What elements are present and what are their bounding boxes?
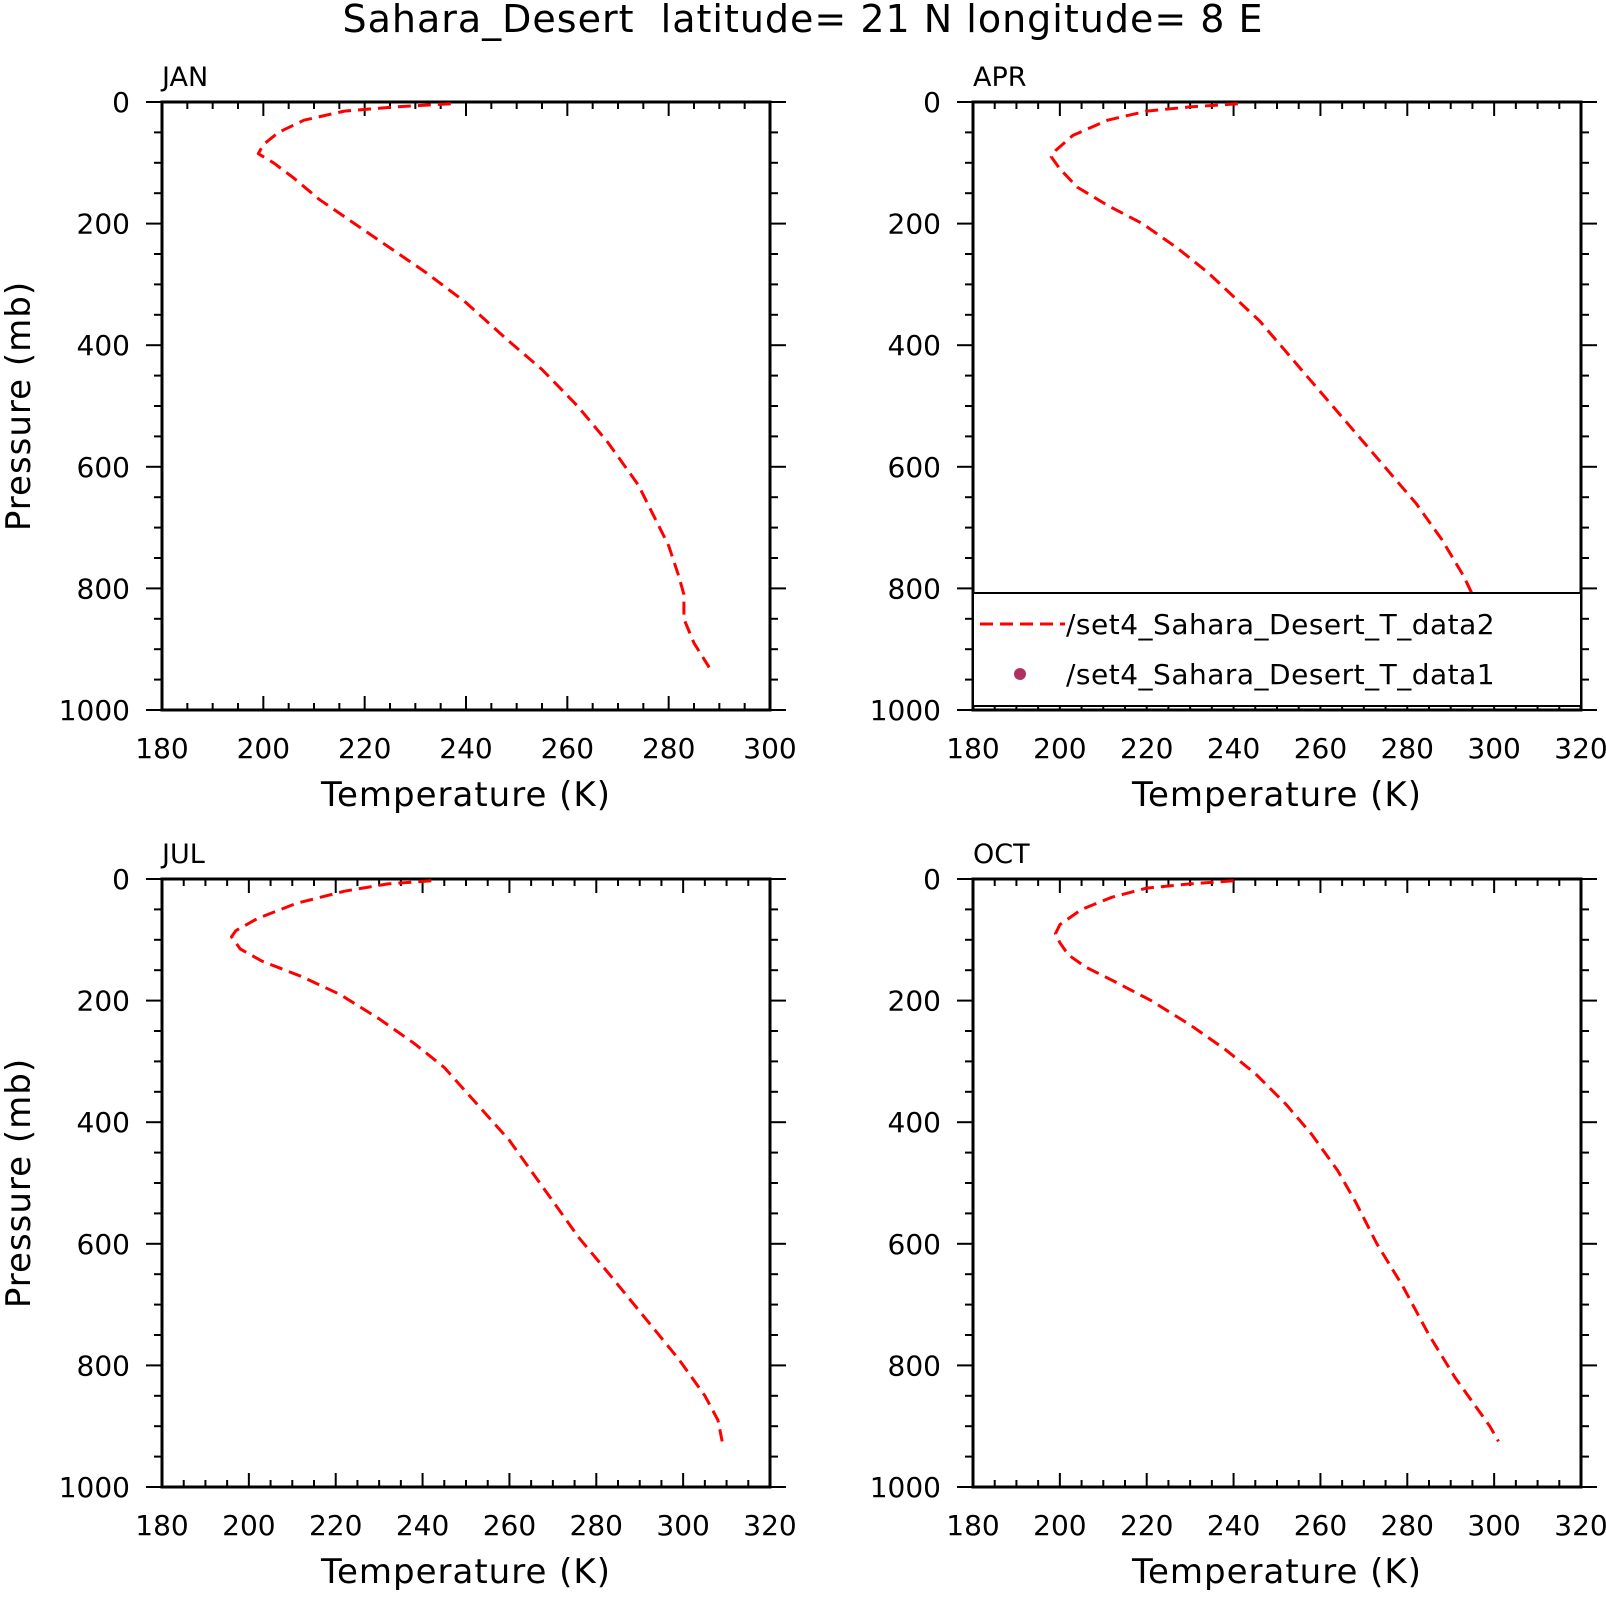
series-line-temperature-profile <box>1049 102 1509 663</box>
x-tick-label: 300 <box>1467 1509 1520 1542</box>
panel-title: JUL <box>160 839 205 870</box>
y-tick-label: 400 <box>77 1106 130 1139</box>
y-tick-label: 1000 <box>870 1471 941 1504</box>
x-axis-title: Temperature (K) <box>1131 1552 1422 1592</box>
y-tick-label: 1000 <box>59 1471 130 1504</box>
y-tick-label: 200 <box>888 208 941 241</box>
panel-oct: 180 200 220 240 260 280 300 320 0 200 400 600 800 100… <box>870 839 1606 1592</box>
y-tick-label: 800 <box>888 1349 941 1382</box>
legend-swatch-data1 <box>1014 668 1026 680</box>
x-tick-label: 260 <box>541 732 594 765</box>
x-tick-label: 260 <box>1294 1509 1347 1542</box>
y-tick-label: 600 <box>888 1228 941 1261</box>
x-tick-label: 200 <box>237 732 290 765</box>
x-tick-label: 280 <box>642 732 695 765</box>
x-tick-label: 180 <box>135 732 188 765</box>
x-tick-label: 220 <box>338 732 391 765</box>
y-tick-label: 200 <box>77 208 130 241</box>
y-tick-label: 400 <box>888 1106 941 1139</box>
x-tick-label: 320 <box>743 1509 796 1542</box>
legend: /set4_Sahara_Desert_T_data2 /set4_Sahara… <box>972 592 1582 707</box>
x-tick-label: 200 <box>222 1509 275 1542</box>
x-tick-label: 220 <box>309 1509 362 1542</box>
y-tick-label: 400 <box>77 329 130 362</box>
x-tick-label: 180 <box>946 1509 999 1542</box>
panels: 180 200 220 240 260 280 300 0 200 400 600 800 1000 JA… <box>0 62 1606 1592</box>
x-tick-label: 320 <box>1554 1509 1606 1542</box>
x-tick-label: 320 <box>1554 732 1606 765</box>
series-line-temperature-profile <box>256 102 711 669</box>
panel-title: OCT <box>973 839 1030 870</box>
x-axis-title: Temperature (K) <box>320 1552 611 1592</box>
x-tick-label: 280 <box>570 1509 623 1542</box>
x-tick-label: 200 <box>1033 732 1086 765</box>
x-tick-label: 240 <box>1207 732 1260 765</box>
x-tick-label: 220 <box>1120 732 1173 765</box>
y-tick-label: 800 <box>888 572 941 605</box>
panel-apr: 180 200 220 240 260 280 300 320 0 200 400 600 800 100… <box>870 62 1606 815</box>
y-tick-label: 600 <box>888 451 941 484</box>
legend-label-data1: /set4_Sahara_Desert_T_data1 <box>1066 658 1495 691</box>
x-tick-label: 280 <box>1381 732 1434 765</box>
x-tick-label: 260 <box>1294 732 1347 765</box>
x-tick-label: 200 <box>1033 1509 1086 1542</box>
x-tick-label: 240 <box>1207 1509 1260 1542</box>
x-tick-label: 280 <box>1381 1509 1434 1542</box>
y-axis-title: Pressure (mb) <box>0 281 39 531</box>
plot-frame <box>160 877 772 1489</box>
y-tick-label: 1000 <box>59 694 130 727</box>
plot-frame <box>160 100 772 712</box>
y-tick-label: 0 <box>923 86 941 119</box>
series-line-temperature-profile <box>230 879 724 1442</box>
y-tick-label: 800 <box>77 1349 130 1382</box>
panel-jul: 180 200 220 240 260 280 300 320 0 200 400 600 800 100… <box>0 839 797 1592</box>
x-tick-label: 240 <box>396 1509 449 1542</box>
figure-title: Sahara_Desert latitude= 21 N longitude= … <box>342 0 1263 41</box>
x-tick-label: 220 <box>1120 1509 1173 1542</box>
plot-frame <box>971 877 1583 1489</box>
panel-jan: 180 200 220 240 260 280 300 0 200 400 600 800 1000 JA… <box>0 62 797 815</box>
y-tick-label: 0 <box>112 86 130 119</box>
x-tick-label: 180 <box>135 1509 188 1542</box>
y-tick-label: 600 <box>77 1228 130 1261</box>
x-tick-label: 300 <box>1467 732 1520 765</box>
y-tick-label: 1000 <box>870 694 941 727</box>
legend-label-data2: /set4_Sahara_Desert_T_data2 <box>1066 608 1495 641</box>
x-axis-title: Temperature (K) <box>320 775 611 815</box>
y-tick-label: 800 <box>77 572 130 605</box>
x-tick-label: 300 <box>656 1509 709 1542</box>
y-tick-label: 200 <box>888 985 941 1018</box>
x-axis-title: Temperature (K) <box>1131 775 1422 815</box>
legend-box <box>972 592 1582 707</box>
series-line-temperature-profile <box>1054 879 1500 1443</box>
x-tick-label: 240 <box>439 732 492 765</box>
y-tick-label: 400 <box>888 329 941 362</box>
y-tick-label: 600 <box>77 451 130 484</box>
x-tick-label: 300 <box>743 732 796 765</box>
y-tick-label: 0 <box>923 863 941 896</box>
y-tick-label: 200 <box>77 985 130 1018</box>
panel-title: JAN <box>160 62 208 93</box>
x-tick-label: 260 <box>483 1509 536 1542</box>
y-tick-label: 0 <box>112 863 130 896</box>
x-tick-label: 180 <box>946 732 999 765</box>
panel-title: APR <box>973 62 1027 93</box>
y-axis-title: Pressure (mb) <box>0 1058 39 1308</box>
